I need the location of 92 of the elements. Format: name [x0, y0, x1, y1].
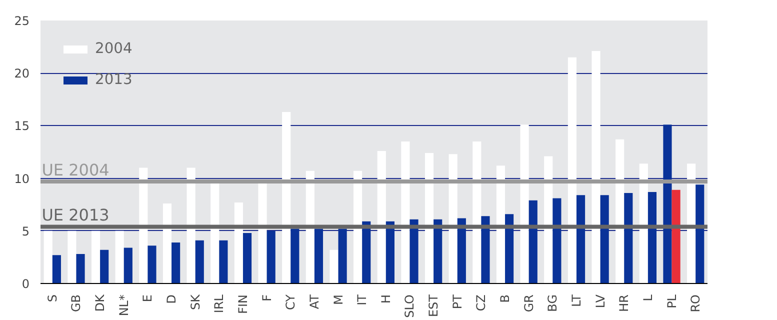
bar — [330, 250, 338, 284]
x-tick-label: RO — [688, 294, 703, 312]
bar — [377, 150, 386, 284]
bar — [639, 164, 648, 284]
x-tick-label: HR — [617, 294, 632, 312]
bar — [76, 254, 85, 284]
bar — [386, 221, 394, 284]
x-tick-label: CY — [284, 294, 298, 310]
bar — [52, 255, 61, 284]
x-tick-label: AT — [307, 294, 322, 310]
legend-label: 2013 — [95, 71, 132, 88]
bar — [410, 219, 418, 284]
x-tick-label: GB — [69, 294, 84, 312]
x-tick-label: FIN — [236, 294, 250, 314]
bar — [424, 153, 434, 284]
bar — [696, 184, 704, 284]
bar — [306, 170, 314, 284]
bar — [481, 216, 490, 284]
x-tick-label: SK — [188, 293, 202, 310]
bar — [496, 166, 506, 284]
y-tick-label: 15 — [14, 119, 30, 134]
bar — [124, 248, 132, 284]
bar — [687, 164, 696, 284]
bar — [314, 228, 324, 284]
x-tick-label: PL — [664, 294, 679, 308]
bar — [258, 184, 267, 284]
bar — [234, 202, 243, 284]
y-tick-label: 10 — [14, 172, 30, 186]
bar — [44, 230, 52, 284]
x-tick-label: BG — [546, 294, 560, 312]
x-tick-label: F — [260, 294, 274, 302]
bar — [600, 195, 609, 284]
x-tick-label: S — [45, 294, 60, 302]
bar — [472, 141, 482, 284]
bar — [266, 230, 276, 284]
bar — [290, 228, 300, 284]
bar — [401, 141, 410, 284]
x-tick-label: GR — [522, 294, 536, 312]
x-tick-label: SLO — [402, 294, 417, 318]
bar — [68, 230, 76, 284]
bar — [172, 242, 180, 284]
x-tick-label: E — [140, 294, 155, 302]
legend-label: 2004 — [95, 40, 132, 57]
x-tick-label: D — [164, 294, 179, 304]
x-tick-label: LT — [569, 294, 584, 307]
ref-line-label: UE 2004 — [42, 160, 110, 180]
bar — [354, 170, 362, 284]
x-tick-label: NL* — [116, 294, 131, 316]
bar — [616, 139, 624, 284]
bar — [576, 195, 586, 284]
x-tick-label: H — [378, 294, 393, 304]
x-tick-label: EST — [426, 294, 441, 318]
bar — [648, 192, 657, 284]
bar — [592, 51, 600, 284]
y-tick-label: 20 — [14, 66, 30, 81]
bar — [100, 250, 109, 284]
x-tick-label: L — [640, 294, 655, 302]
bar — [115, 230, 124, 284]
ref-line-label: UE 2013 — [42, 206, 110, 225]
y-tick-label: 25 — [14, 14, 30, 28]
bar — [139, 168, 148, 284]
bar — [148, 246, 156, 284]
bar — [362, 221, 371, 284]
x-tick-label: LV — [593, 294, 608, 308]
bar — [528, 200, 538, 284]
bar — [219, 240, 228, 284]
bar — [552, 198, 562, 284]
bar — [448, 154, 458, 284]
bar — [434, 219, 442, 284]
bar — [624, 193, 633, 284]
x-tick-label: DK — [93, 293, 108, 312]
x-tick-label: IT — [355, 294, 370, 306]
bar — [195, 240, 204, 284]
bar — [457, 218, 466, 284]
x-tick-label: M — [331, 294, 346, 305]
bar — [242, 233, 252, 284]
x-tick-label: B — [498, 294, 512, 303]
bar — [672, 190, 680, 284]
y-tick-label: 0 — [22, 277, 30, 291]
bar — [338, 228, 347, 284]
x-tick-label: PT — [450, 294, 464, 310]
bar — [505, 214, 514, 284]
bar — [210, 184, 220, 284]
bar — [282, 112, 291, 284]
y-tick-label: 5 — [22, 224, 30, 238]
x-tick-label: IRL — [212, 294, 226, 314]
bar — [162, 204, 172, 284]
x-tick-label: CZ — [474, 294, 488, 312]
bar — [520, 124, 529, 284]
bar — [186, 168, 196, 284]
bar — [91, 230, 100, 284]
bar — [568, 57, 576, 284]
